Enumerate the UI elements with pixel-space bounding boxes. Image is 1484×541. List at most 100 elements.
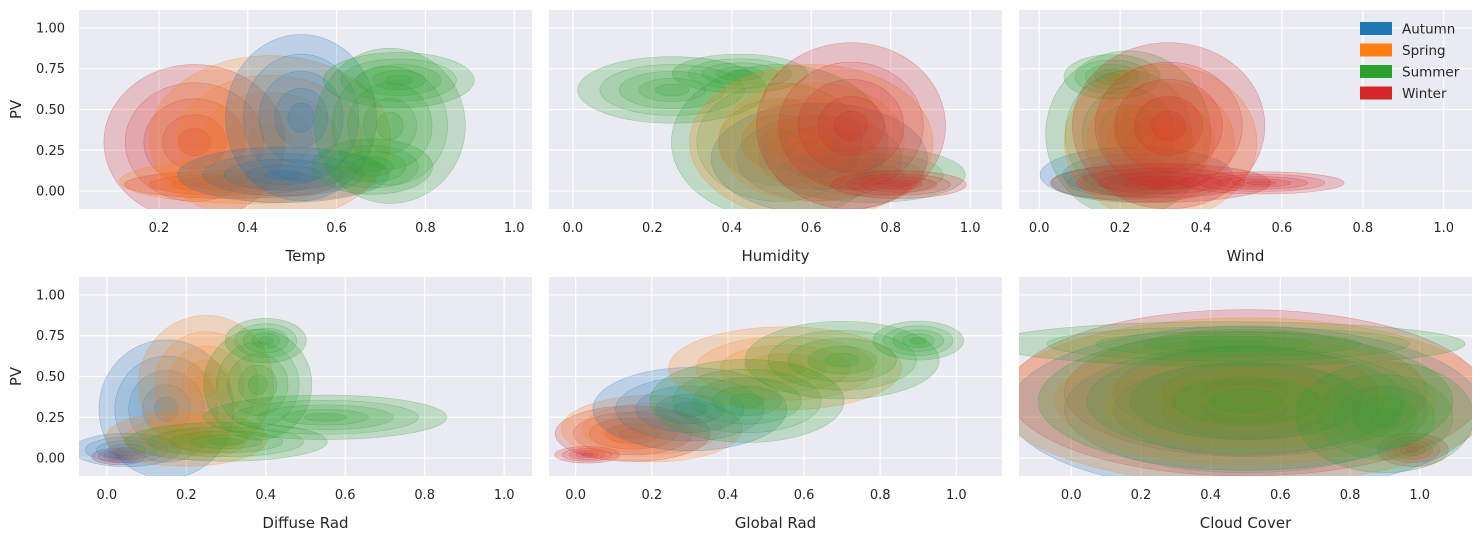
kde-contour-spring [1143, 128, 1178, 157]
kde-contour-spring [695, 336, 875, 401]
kde-contour-winter [554, 405, 711, 462]
kde-contour-spring [193, 372, 219, 398]
legend-item-autumn: Autumn [1360, 22, 1455, 38]
kde-contour-spring [124, 416, 249, 460]
x-tick-label: 0.0 [96, 488, 117, 503]
kde-contour-summer [247, 374, 268, 395]
kde-contour-spring [202, 173, 294, 190]
density-layer [79, 315, 448, 476]
kde-contour-spring [689, 64, 934, 209]
kde-contour-summer [775, 146, 966, 203]
kde-contour-summer [224, 318, 307, 364]
kde-contour-spring [1106, 98, 1215, 186]
x-tick-label: 1.0 [960, 221, 981, 236]
kde-contour-summer [356, 64, 442, 96]
kde-contour-summer [338, 150, 407, 183]
kde-contour-summer [325, 145, 419, 189]
kde-contour-spring [635, 422, 669, 435]
kde-contour-winter [886, 181, 911, 188]
x-tick-label: 0.2 [1110, 221, 1131, 236]
kde-contour-spring [1064, 64, 1258, 209]
x-tick-label: 0.0 [1029, 221, 1050, 236]
kde-contour-spring [582, 402, 722, 455]
kde-contour-summer [599, 64, 745, 116]
kde-contour-summer [1316, 374, 1454, 460]
legend-item-summer: Summer [1360, 65, 1460, 81]
kde-contour-autumn [98, 339, 235, 476]
x-tick-label: 0.0 [1061, 488, 1082, 503]
kde-contour-winter [108, 453, 129, 460]
x-tick-label: 1.0 [946, 488, 967, 503]
kde-contour-summer [727, 69, 752, 78]
kde-contour-summer [1063, 54, 1161, 100]
x-tick-label: 0.4 [721, 221, 742, 236]
kde-contour-winter [575, 451, 599, 459]
x-axis-label: Wind [1227, 247, 1265, 265]
kde-contour-summer [371, 70, 426, 91]
kde-contour-winter [1076, 167, 1245, 199]
kde-contour-summer [238, 364, 278, 405]
y-tick-label: 1.00 [36, 21, 65, 36]
kde-contour-autumn [79, 432, 182, 467]
density-layer [1039, 42, 1345, 209]
kde-contour-autumn [85, 436, 169, 463]
kde-contour-summer [258, 336, 274, 345]
kde-contour-winter [797, 79, 905, 173]
kde-contour-summer [729, 393, 765, 409]
kde-contour-winter [554, 446, 620, 464]
kde-contour-autumn [116, 446, 137, 454]
kde-contour-spring [600, 409, 703, 448]
kde-contour-autumn [245, 164, 321, 185]
kde-contour-summer [649, 359, 845, 443]
kde-contour-summer [216, 341, 300, 428]
kde-contour-spring [227, 109, 313, 169]
kde-contour-summer [715, 66, 764, 81]
x-tick-label: 0.8 [870, 488, 891, 503]
kde-contour-summer [232, 400, 419, 435]
kde-contour-summer [124, 422, 328, 462]
kde-contour-winter [778, 61, 924, 190]
x-tick-label: 0.8 [880, 221, 901, 236]
kde-contour-spring [1054, 337, 1437, 465]
kde-contour-summer [207, 438, 245, 446]
kde-contour-summer [1094, 68, 1130, 86]
kde-contour-summer [1045, 50, 1211, 209]
kde-contour-winter [1198, 174, 1326, 192]
kde-contour-summer [1129, 361, 1362, 441]
x-tick-label: 0.4 [718, 488, 739, 503]
kde-contour-winter [618, 428, 647, 439]
subplot-4: 0.0 0.2 0.4 0.6 0.8 1.0 0.00 0.25 0.50 0.75 1.00 Di… [7, 277, 532, 532]
kde-contour-summer [203, 328, 313, 441]
kde-contour-winter [1385, 436, 1441, 463]
x-tick-label: 0.6 [794, 488, 815, 503]
kde-contour-summer [1046, 326, 1410, 362]
x-tick-label: 1.0 [1409, 488, 1430, 503]
kde-contour-winter [1246, 180, 1277, 186]
kde-contour-summer [655, 83, 690, 97]
kde-contour-summer [817, 158, 925, 191]
kde-contour-summer [361, 161, 384, 172]
kde-contour-summer [619, 71, 726, 109]
kde-contour-summer [257, 404, 394, 430]
x-tick-label: 1.0 [1433, 221, 1454, 236]
kde-contour-summer [385, 74, 413, 86]
kde-contour-winter [1050, 163, 1271, 203]
kde-contour-winter [1098, 171, 1223, 195]
kde-contour-winter [103, 64, 286, 209]
kde-contour-summer [322, 52, 475, 109]
kde-contour-autumn [1119, 169, 1154, 180]
kde-contour-autumn [177, 146, 390, 203]
kde-contour-spring [1201, 385, 1290, 416]
kde-contour-spring [560, 395, 743, 463]
legend: Autumn Spring Summer Winter [1360, 22, 1460, 102]
kde-contour-winter [830, 170, 967, 199]
kde-contour-winter [91, 447, 147, 466]
kde-contour-summer [1051, 165, 1190, 200]
kde-contour-winter [170, 176, 290, 193]
kde-contour-summer [1019, 321, 1466, 367]
kde-contour-spring [148, 55, 392, 209]
kde-contour-spring [1106, 354, 1385, 448]
kde-contour-summer [251, 332, 281, 349]
kde-contour-summer [148, 426, 304, 457]
kde-contour-autumn [655, 394, 725, 425]
